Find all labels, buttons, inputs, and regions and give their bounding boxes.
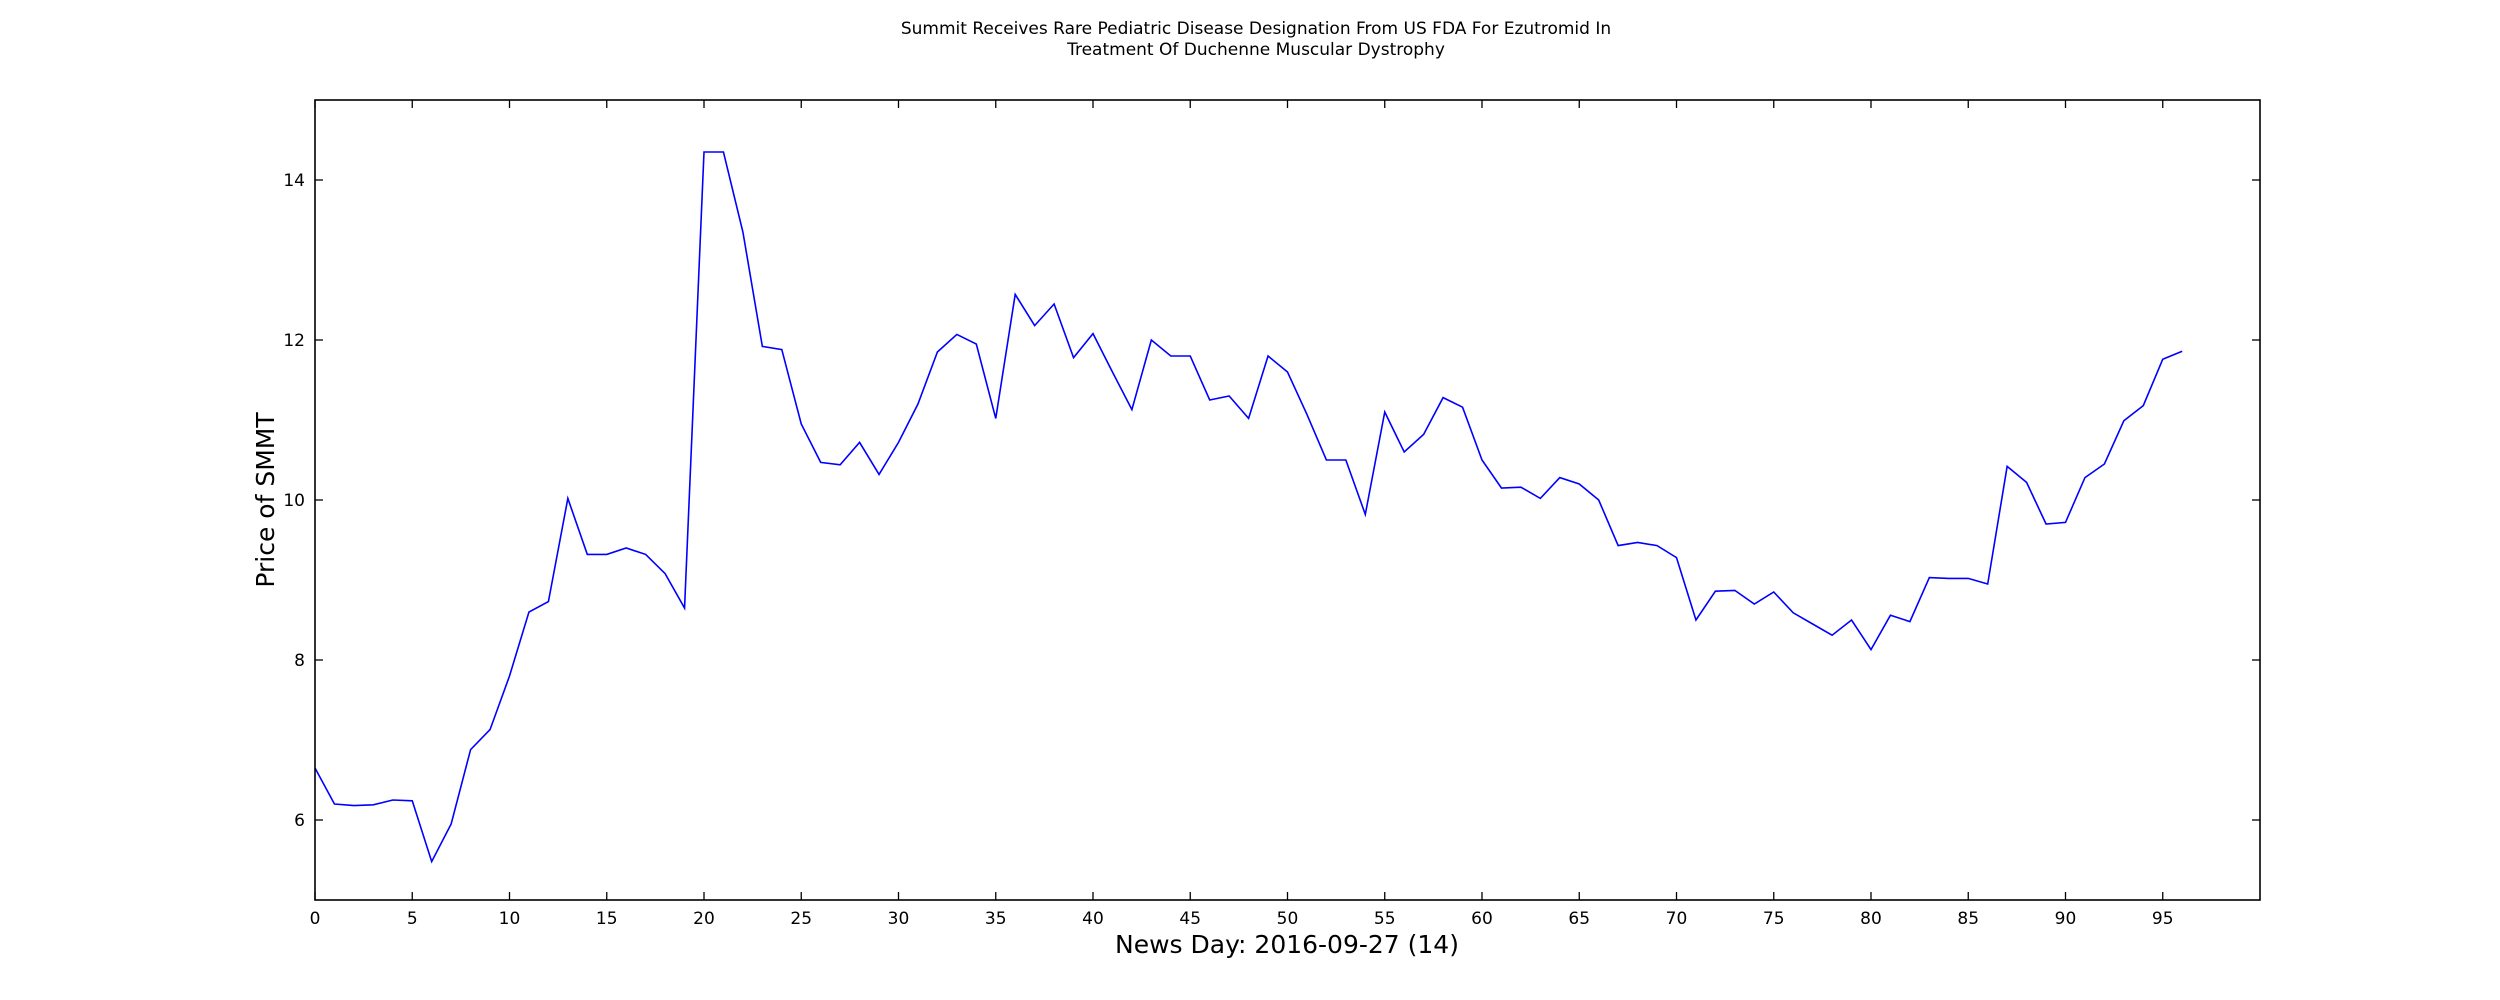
- x-axis-label: News Day: 2016-09-27 (14): [1115, 930, 1459, 959]
- x-tick-label: 95: [2152, 909, 2174, 929]
- x-tick-label: 40: [1082, 909, 1104, 929]
- y-tick-label: 8: [294, 651, 305, 671]
- x-tick-label: 10: [499, 909, 521, 929]
- x-tick-label: 15: [596, 909, 618, 929]
- chart-title-line-2: Treatment Of Duchenne Muscular Dystrophy: [1066, 40, 1445, 60]
- x-tick-label: 80: [1860, 909, 1882, 929]
- x-tick-label: 50: [1277, 909, 1299, 929]
- x-tick-label: 20: [693, 909, 715, 929]
- x-tick-label: 25: [790, 909, 812, 929]
- x-tick-label: 35: [985, 909, 1007, 929]
- y-tick-label: 10: [283, 491, 305, 511]
- chart-title-line-1: Summit Receives Rare Pediatric Disease D…: [901, 19, 1611, 39]
- y-tick-label: 6: [294, 811, 305, 831]
- x-tick-label: 75: [1763, 909, 1785, 929]
- x-tick-label: 0: [310, 909, 321, 929]
- price-series-line: [314, 151, 2183, 864]
- y-axis-label: Price of SMMT: [251, 412, 280, 588]
- x-tick-label: 90: [2055, 909, 2077, 929]
- axis-ticks: [314, 100, 2260, 900]
- x-tick-label: 70: [1666, 909, 1688, 929]
- plot-frame: [314, 99, 2261, 901]
- x-tick-label: 45: [1179, 909, 1201, 929]
- x-tick-label: 5: [407, 909, 418, 929]
- y-tick-label: 12: [283, 331, 305, 351]
- x-tick-label: 85: [1957, 909, 1979, 929]
- x-tick-label: 60: [1471, 909, 1493, 929]
- x-tick-label: 55: [1374, 909, 1396, 929]
- x-tick-label: 65: [1568, 909, 1590, 929]
- x-tick-label: 30: [888, 909, 910, 929]
- y-tick-label: 14: [283, 171, 305, 191]
- axis-tick-labels: 0 5 10 15 20 25 30 35 40 45 50 55 60 65 70 75 80 85 90 95 6 8…: [283, 171, 2173, 929]
